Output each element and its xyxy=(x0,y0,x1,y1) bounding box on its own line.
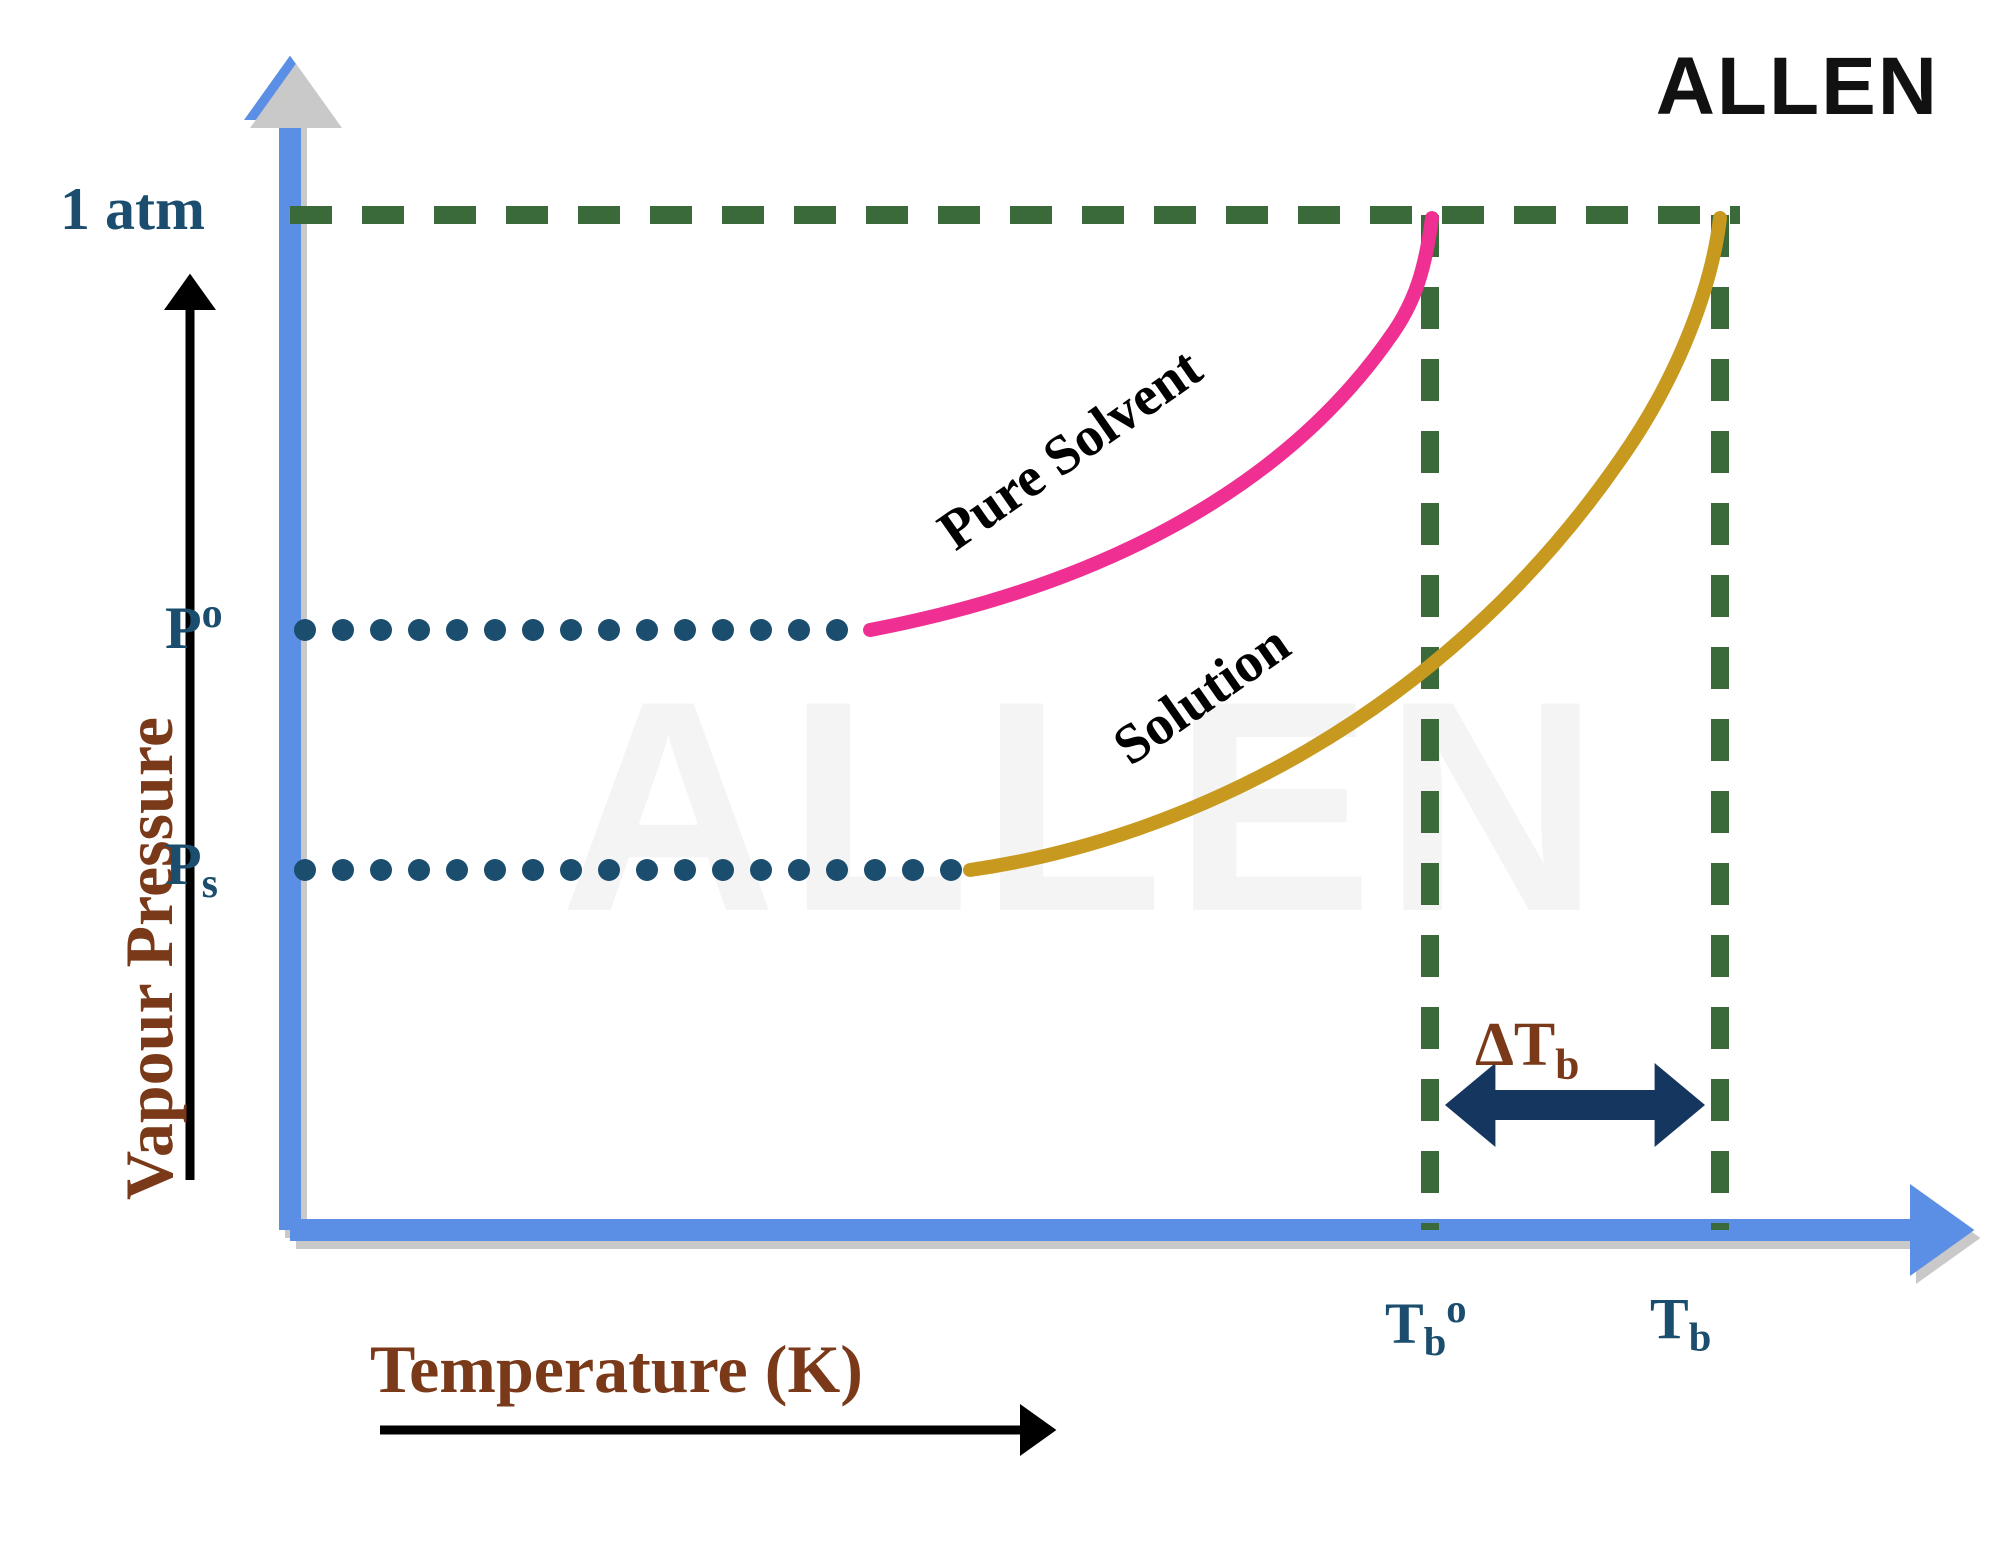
delta-tb-label: ΔTb xyxy=(1475,1010,1579,1089)
tick-ps: Ps xyxy=(165,830,218,908)
allen-logo: ALLEN xyxy=(1656,40,1939,134)
tick-tbo: Tbo xyxy=(1385,1285,1467,1365)
x-axis-label: Temperature (K) xyxy=(370,1330,863,1409)
tick-po: Po xyxy=(165,590,223,663)
y-axis-label: Vapour Pressure xyxy=(110,717,189,1200)
svg-text:ALLEN: ALLEN xyxy=(560,638,1610,974)
logo-text: ALLEN xyxy=(1656,41,1939,132)
boiling-point-elevation-chart: ALLEN ALLEN Vapour Pressure Temperature … xyxy=(0,0,1999,1554)
tick-1atm: 1 atm xyxy=(60,175,205,244)
tick-tb: Tb xyxy=(1650,1285,1711,1361)
